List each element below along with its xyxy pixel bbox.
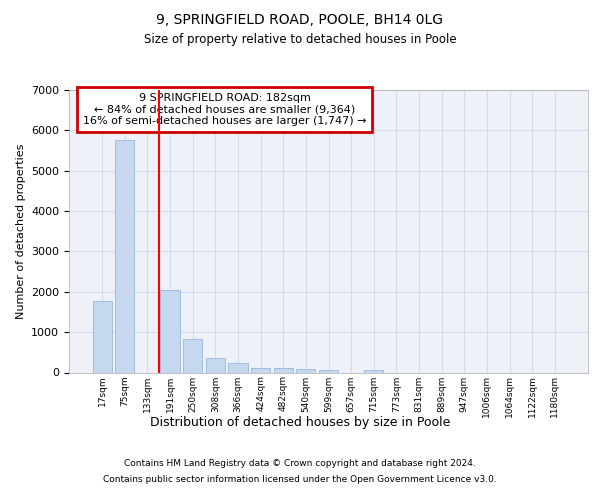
- Text: Contains HM Land Registry data © Crown copyright and database right 2024.: Contains HM Land Registry data © Crown c…: [124, 460, 476, 468]
- Text: Distribution of detached houses by size in Poole: Distribution of detached houses by size …: [150, 416, 450, 429]
- Y-axis label: Number of detached properties: Number of detached properties: [16, 144, 26, 319]
- Bar: [274, 368, 293, 372]
- Bar: [92, 300, 112, 372]
- Bar: [183, 340, 202, 372]
- Bar: [206, 358, 225, 372]
- Bar: [115, 140, 134, 372]
- Text: Contains public sector information licensed under the Open Government Licence v3: Contains public sector information licen…: [103, 476, 497, 484]
- Bar: [319, 370, 338, 372]
- Text: Size of property relative to detached houses in Poole: Size of property relative to detached ho…: [143, 32, 457, 46]
- Bar: [296, 369, 316, 372]
- Text: 9, SPRINGFIELD ROAD, POOLE, BH14 0LG: 9, SPRINGFIELD ROAD, POOLE, BH14 0LG: [157, 12, 443, 26]
- Bar: [251, 368, 270, 372]
- Bar: [229, 363, 248, 372]
- Bar: [364, 370, 383, 372]
- Bar: [160, 290, 180, 372]
- Text: 9 SPRINGFIELD ROAD: 182sqm
← 84% of detached houses are smaller (9,364)
16% of s: 9 SPRINGFIELD ROAD: 182sqm ← 84% of deta…: [83, 93, 367, 126]
